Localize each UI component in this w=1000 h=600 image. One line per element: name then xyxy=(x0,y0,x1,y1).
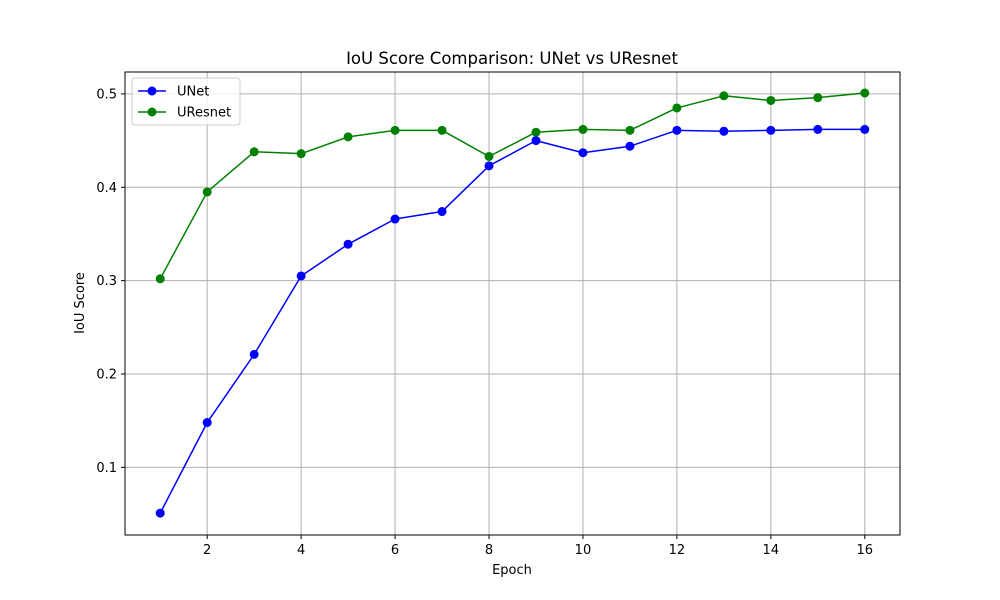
data-point-uresnet xyxy=(672,103,682,113)
data-point-uresnet xyxy=(296,149,306,159)
data-point-uresnet xyxy=(390,125,400,135)
data-point-unet xyxy=(390,214,400,224)
x-axis-label: Epoch xyxy=(492,563,532,578)
y-tick-label: 0.2 xyxy=(96,367,117,382)
x-tick-label: 6 xyxy=(391,543,399,558)
y-tick-label: 0.5 xyxy=(96,87,117,102)
x-tick-label: 2 xyxy=(203,543,211,558)
x-tick-label: 16 xyxy=(856,543,873,558)
data-point-uresnet xyxy=(202,187,212,197)
data-point-uresnet xyxy=(625,125,635,135)
data-point-uresnet xyxy=(813,93,823,103)
data-point-unet xyxy=(766,125,776,135)
data-point-unet xyxy=(813,124,823,134)
legend: UNet UResnet xyxy=(131,77,241,126)
legend-box xyxy=(131,77,241,126)
axis-ticks: 2 4 6 8 10 12 14 16 0.1 0.2 0.3 0.4 0.5 xyxy=(96,87,873,558)
legend-label-uresnet: UResnet xyxy=(177,106,231,121)
grid-lines xyxy=(125,72,900,535)
data-point-unet xyxy=(625,141,635,151)
x-tick-label: 10 xyxy=(575,543,592,558)
data-point-unet xyxy=(860,124,870,134)
data-point-unet xyxy=(719,126,729,136)
data-point-unet xyxy=(249,349,259,359)
data-point-uresnet xyxy=(249,147,259,157)
data-point-unet xyxy=(343,239,353,249)
data-point-uresnet xyxy=(719,91,729,101)
data-point-uresnet xyxy=(155,274,165,284)
x-tick-label: 4 xyxy=(297,543,305,558)
x-tick-label: 14 xyxy=(763,543,780,558)
data-point-uresnet xyxy=(860,88,870,98)
legend-marker-uresnet xyxy=(147,107,157,117)
legend-marker-unet xyxy=(147,86,157,96)
data-point-unet xyxy=(484,161,494,171)
data-point-uresnet xyxy=(578,124,588,134)
y-tick-label: 0.4 xyxy=(96,181,117,196)
x-tick-label: 12 xyxy=(669,543,686,558)
data-point-unet xyxy=(437,207,447,217)
legend-label-unet: UNet xyxy=(177,85,209,100)
y-tick-label: 0.1 xyxy=(96,461,117,476)
series-group xyxy=(155,88,870,518)
data-point-unet xyxy=(155,508,165,518)
data-point-unet xyxy=(296,271,306,281)
y-tick-label: 0.3 xyxy=(96,274,117,289)
plot-area-frame xyxy=(124,71,901,536)
data-point-uresnet xyxy=(766,95,776,105)
chart-title: IoU Score Comparison: UNet vs UResnet xyxy=(346,49,678,68)
data-point-uresnet xyxy=(531,127,541,137)
data-point-uresnet xyxy=(343,132,353,142)
y-axis-label: IoU Score xyxy=(73,272,88,334)
series-line-unet xyxy=(159,128,865,514)
data-point-uresnet xyxy=(437,125,447,135)
data-point-unet xyxy=(578,148,588,158)
data-point-unet xyxy=(672,125,682,135)
series-line-uresnet xyxy=(159,92,865,280)
data-point-unet xyxy=(202,418,212,428)
data-point-uresnet xyxy=(484,151,494,161)
data-point-unet xyxy=(531,136,541,146)
x-tick-label: 8 xyxy=(485,543,493,558)
